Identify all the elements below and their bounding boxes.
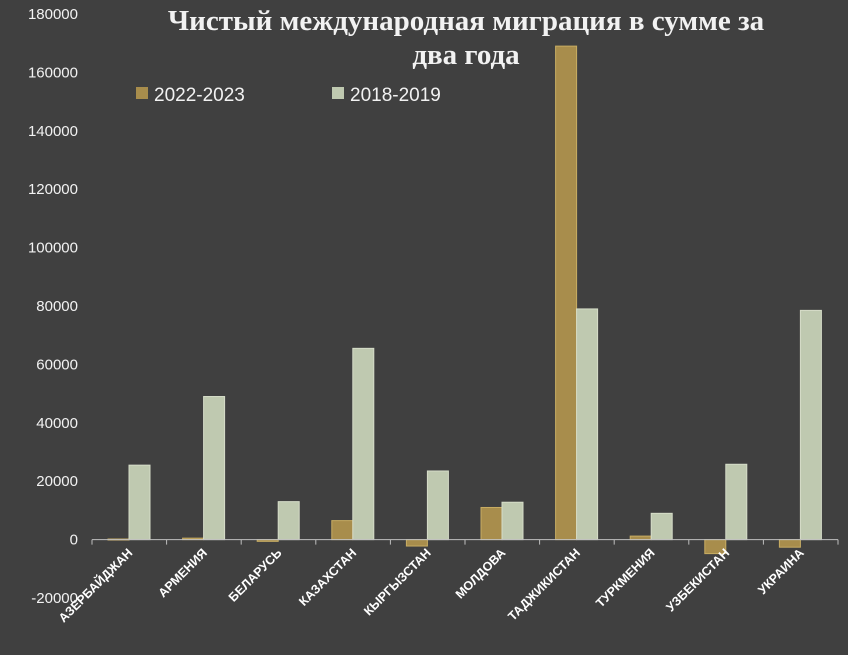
x-category-label: УКРАИНА xyxy=(755,546,806,597)
x-category-label: АЗЕРБАЙДЖАН xyxy=(55,545,135,625)
bar-2018-2019-5 xyxy=(501,501,524,541)
x-category-label: УЗБЕКИСТАН xyxy=(664,546,733,615)
y-tick-label: 80000 xyxy=(36,298,78,315)
bar-2022-2023-6 xyxy=(555,45,578,541)
chart-title-line-2: два года xyxy=(412,39,520,71)
bar-2022-2023-7 xyxy=(629,535,652,541)
bars xyxy=(107,45,822,555)
x-category-label: МОЛДОВА xyxy=(453,546,509,602)
bar-2018-2019-2 xyxy=(277,501,300,541)
bar-2018-2019-4 xyxy=(426,470,449,541)
y-tick-label: 0 xyxy=(70,532,78,549)
x-category-label: ТАДЖИКИСТАН xyxy=(505,546,583,624)
chart-title: Чистый международная миграция в сумме за… xyxy=(168,5,765,71)
x-category-label: КАЗАХСТАН xyxy=(296,546,359,609)
y-axis: 180000 160000 140000 120000 100000 80000 60000… xyxy=(28,6,78,607)
x-category-label: БЕЛАРУСЬ xyxy=(226,546,285,605)
x-category-label: ТУРКМЕНИЯ xyxy=(593,546,657,610)
bar-2018-2019-3 xyxy=(352,347,375,541)
chart-title-line-1: Чистый международная миграция в сумме за xyxy=(168,5,765,37)
bar-2022-2023-3 xyxy=(331,520,354,541)
bar-2018-2019-1 xyxy=(203,396,226,541)
y-tick-label: -20000 xyxy=(31,590,78,607)
bar-2022-2023-9 xyxy=(778,539,801,548)
bar-2018-2019-6 xyxy=(576,308,599,541)
bar-2018-2019-9 xyxy=(799,309,822,541)
legend: 2022-2023 2018-2019 xyxy=(136,85,441,106)
bar-2022-2023-4 xyxy=(405,539,428,547)
x-axis: АЗЕРБАЙДЖАН АРМЕНИЯ БЕЛАРУСЬ КАЗАХСТАН КЫРГЫ… xyxy=(55,539,839,625)
y-tick-label: 20000 xyxy=(36,473,78,490)
y-tick-label: 40000 xyxy=(36,415,78,432)
y-tick-label: 60000 xyxy=(36,356,78,373)
bar-2022-2023-5 xyxy=(480,506,503,541)
x-category-label: КЫРГЫЗСТАН xyxy=(361,546,434,619)
legend-swatch-2018-2019 xyxy=(332,87,344,99)
y-tick-label: 180000 xyxy=(28,6,78,23)
y-tick-label: 140000 xyxy=(28,123,78,140)
bar-2018-2019-0 xyxy=(128,464,151,541)
bar-2018-2019-7 xyxy=(650,512,673,541)
bar-2018-2019-8 xyxy=(725,463,748,541)
x-category-label: АРМЕНИЯ xyxy=(156,546,210,600)
legend-label-2018-2019: 2018-2019 xyxy=(350,85,441,106)
y-tick-label: 120000 xyxy=(28,181,78,198)
y-tick-label: 160000 xyxy=(28,64,78,81)
y-tick-label: 100000 xyxy=(28,240,78,257)
legend-swatch-2022-2023 xyxy=(136,87,148,99)
legend-label-2022-2023: 2022-2023 xyxy=(154,85,245,106)
